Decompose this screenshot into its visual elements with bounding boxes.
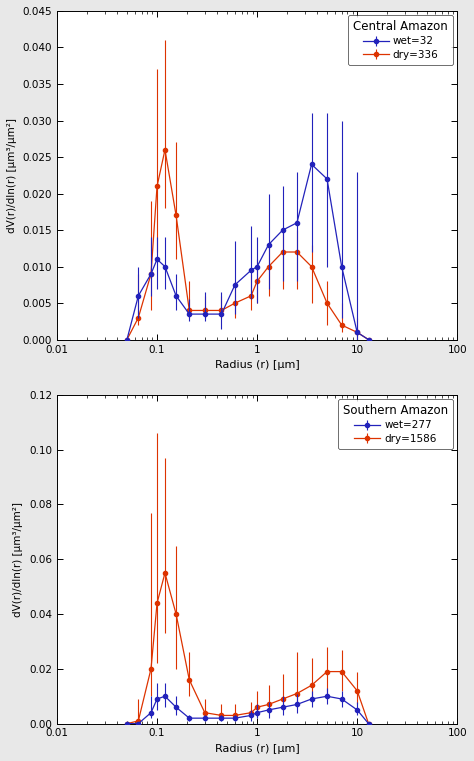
X-axis label: Radius (r) [μm]: Radius (r) [μm] bbox=[215, 360, 300, 370]
Y-axis label: dV(r)/dln(r) [μm³/μm²]: dV(r)/dln(r) [μm³/μm²] bbox=[13, 501, 23, 616]
Y-axis label: dV(r)/dln(r) [μm³/μm²]: dV(r)/dln(r) [μm³/μm²] bbox=[7, 118, 17, 233]
X-axis label: Radius (r) [μm]: Radius (r) [μm] bbox=[215, 744, 300, 754]
Legend: wet=277, dry=1586: wet=277, dry=1586 bbox=[337, 399, 453, 449]
Legend: wet=32, dry=336: wet=32, dry=336 bbox=[348, 15, 453, 65]
